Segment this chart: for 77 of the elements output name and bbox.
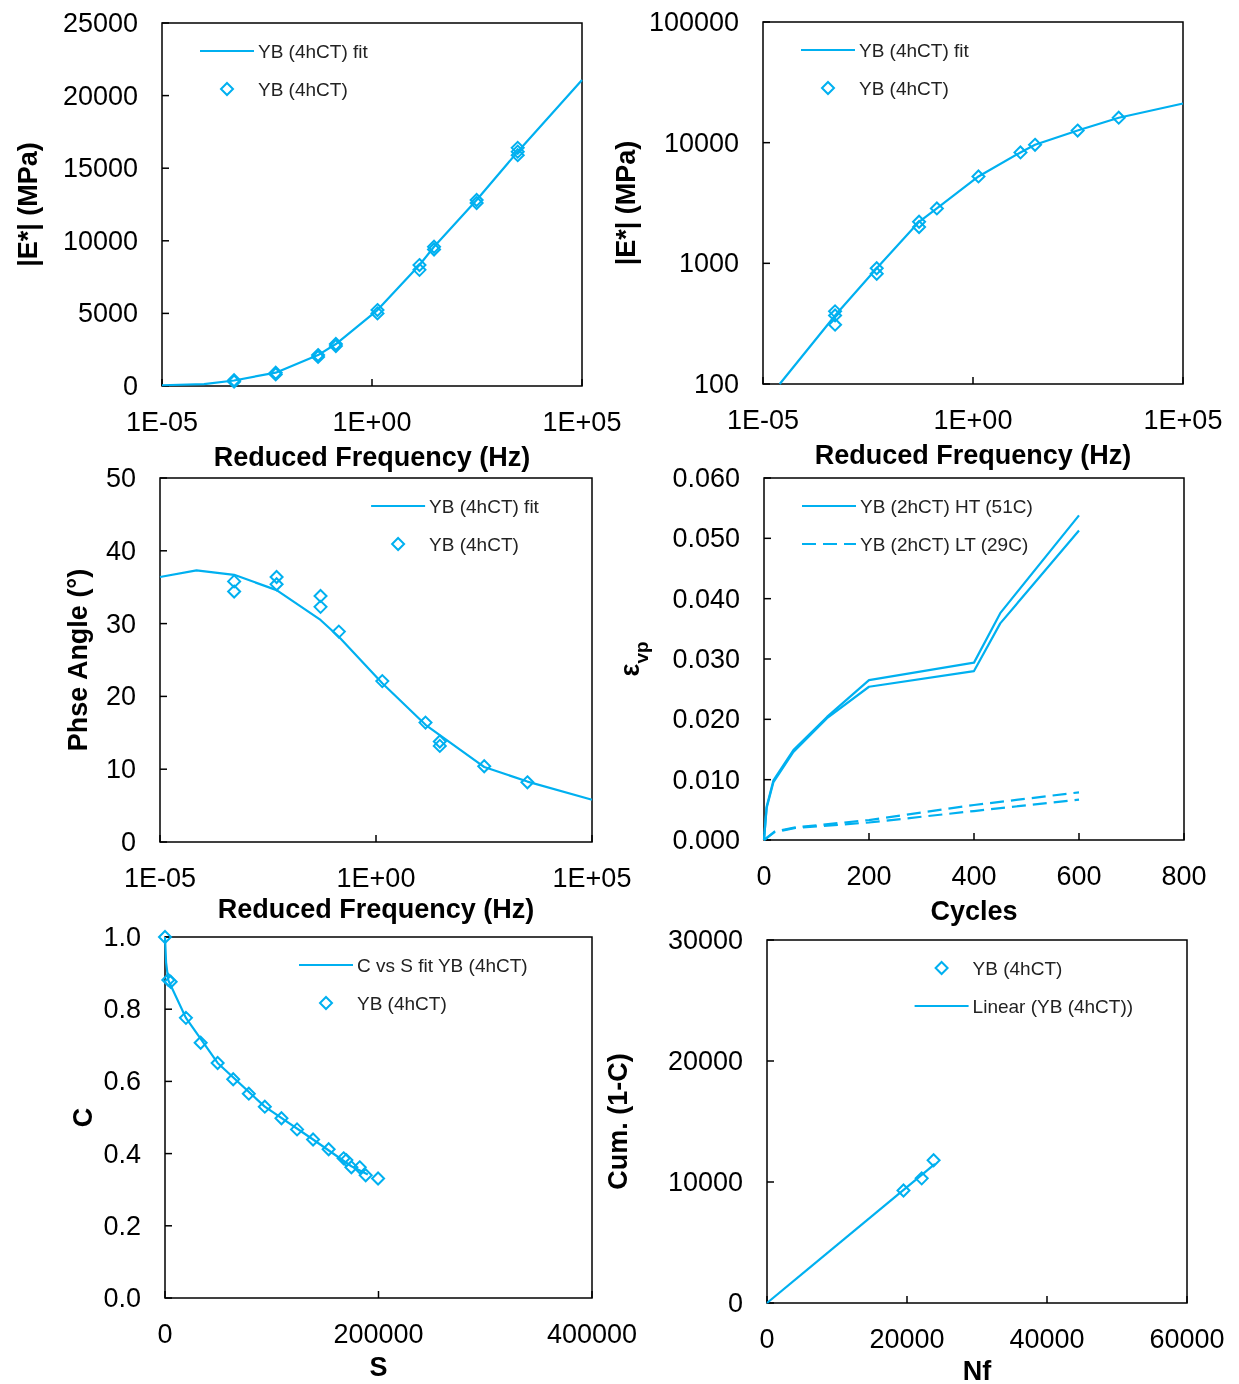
- y-tick-label: 0: [122, 371, 138, 401]
- x-axis-title: S: [369, 1352, 388, 1382]
- y-tick-label: 15000: [62, 153, 138, 184]
- x-tick-label: 0: [756, 861, 772, 891]
- legend-label: YB (4hCT) fit: [258, 41, 369, 62]
- y-tick-label: 0.0: [103, 1283, 141, 1313]
- y-tick-label: 20000: [62, 80, 138, 111]
- x-tick-label: 1E+00: [332, 407, 412, 437]
- y-tick-label: 100000: [648, 7, 739, 37]
- x-tick-label: 0: [157, 1319, 173, 1349]
- y-tick-label: 30: [105, 608, 136, 639]
- y-tick-label: 0.2: [103, 1210, 141, 1241]
- y-tick-label: 40: [105, 535, 136, 566]
- y-axis-title: C: [68, 1107, 99, 1128]
- x-tick-label: 1E+05: [542, 407, 622, 437]
- x-tick-label: 800: [1161, 861, 1207, 891]
- y-tick-label: 0.8: [103, 994, 141, 1025]
- y-axis-title: Cum. (1-C): [603, 1053, 634, 1190]
- y-tick-label: 20: [105, 681, 136, 712]
- x-tick-label: 1E+05: [552, 863, 632, 893]
- x-axis-title: Reduced Frequency (Hz): [213, 442, 531, 472]
- y-tick-label: 0: [727, 1288, 743, 1318]
- legend-label: Linear (YB (4hCT)): [972, 996, 1134, 1017]
- y-tick-label: 30000: [667, 925, 743, 955]
- y-tick-label: 0.030: [672, 644, 740, 674]
- x-tick-label: 60000: [1149, 1324, 1225, 1354]
- legend-label: YB (2hCT) LT (29C): [860, 534, 1029, 555]
- legend-label: YB (4hCT) fit: [429, 496, 540, 517]
- legend-label: YB (4hCT): [859, 78, 949, 99]
- y-tick-label: 10000: [663, 127, 739, 158]
- y-tick-label: 20000: [667, 1046, 743, 1076]
- x-tick-label: 400000: [546, 1319, 638, 1349]
- x-tick-label: 1E+00: [336, 863, 416, 893]
- legend-label: C vs S fit YB (4hCT): [357, 955, 528, 976]
- y-tick-label: 1000: [678, 248, 739, 279]
- legend-label: YB (4hCT): [357, 993, 447, 1014]
- y-tick-label: 50: [105, 463, 136, 493]
- x-tick-label: 200000: [333, 1319, 424, 1349]
- x-axis-title: Cycles: [930, 896, 1018, 926]
- x-tick-label: 200: [846, 861, 892, 891]
- y-tick-label: 0.4: [103, 1138, 141, 1169]
- y-tick-label: 10000: [62, 225, 138, 256]
- x-tick-label: 1E+05: [1143, 405, 1223, 435]
- x-tick-label: 1E-05: [125, 407, 199, 437]
- y-tick-label: 0.6: [103, 1066, 141, 1097]
- x-tick-label: 1E+00: [933, 405, 1013, 435]
- x-tick-label: 20000: [869, 1324, 945, 1354]
- x-tick-label: 40000: [1009, 1324, 1085, 1354]
- y-tick-label: 0.060: [672, 463, 740, 493]
- x-axis-title: Nf: [962, 1356, 993, 1384]
- legend-label: YB (4hCT): [429, 534, 519, 555]
- y-tick-label: 1.0: [103, 922, 141, 952]
- y-tick-label: 0.020: [672, 704, 740, 735]
- y-tick-label: 0.000: [672, 825, 740, 855]
- y-axis-title: |E*| (MPa): [611, 140, 642, 266]
- y-tick-label: 0.010: [672, 764, 740, 795]
- y-tick-label: 0.050: [672, 523, 740, 554]
- x-tick-label: 400: [951, 861, 997, 891]
- y-tick-label: 10000: [667, 1167, 743, 1197]
- y-tick-label: 25000: [62, 8, 138, 38]
- x-tick-label: 0: [759, 1324, 775, 1354]
- legend-label: YB (2hCT) HT (51C): [860, 496, 1033, 517]
- x-tick-label: 600: [1056, 861, 1102, 891]
- x-axis-title: Reduced Frequency (Hz): [217, 894, 535, 924]
- x-tick-label: 1E-05: [123, 863, 197, 893]
- x-axis-title: Reduced Frequency (Hz): [814, 440, 1132, 470]
- y-axis-title: Phse Angle (°): [63, 568, 94, 752]
- legend-label: YB (4hCT) fit: [859, 40, 970, 61]
- legend-label: YB (4hCT): [972, 958, 1063, 979]
- y-tick-label: 10: [105, 754, 136, 785]
- legend-label: YB (4hCT): [258, 79, 348, 100]
- y-tick-label: 100: [693, 369, 739, 399]
- y-tick-label: 5000: [77, 298, 138, 329]
- y-axis-title: |E*| (MPa): [13, 142, 44, 267]
- y-tick-label: 0.040: [672, 583, 740, 614]
- x-tick-label: 1E-05: [726, 405, 800, 435]
- y-tick-label: 0: [120, 827, 136, 857]
